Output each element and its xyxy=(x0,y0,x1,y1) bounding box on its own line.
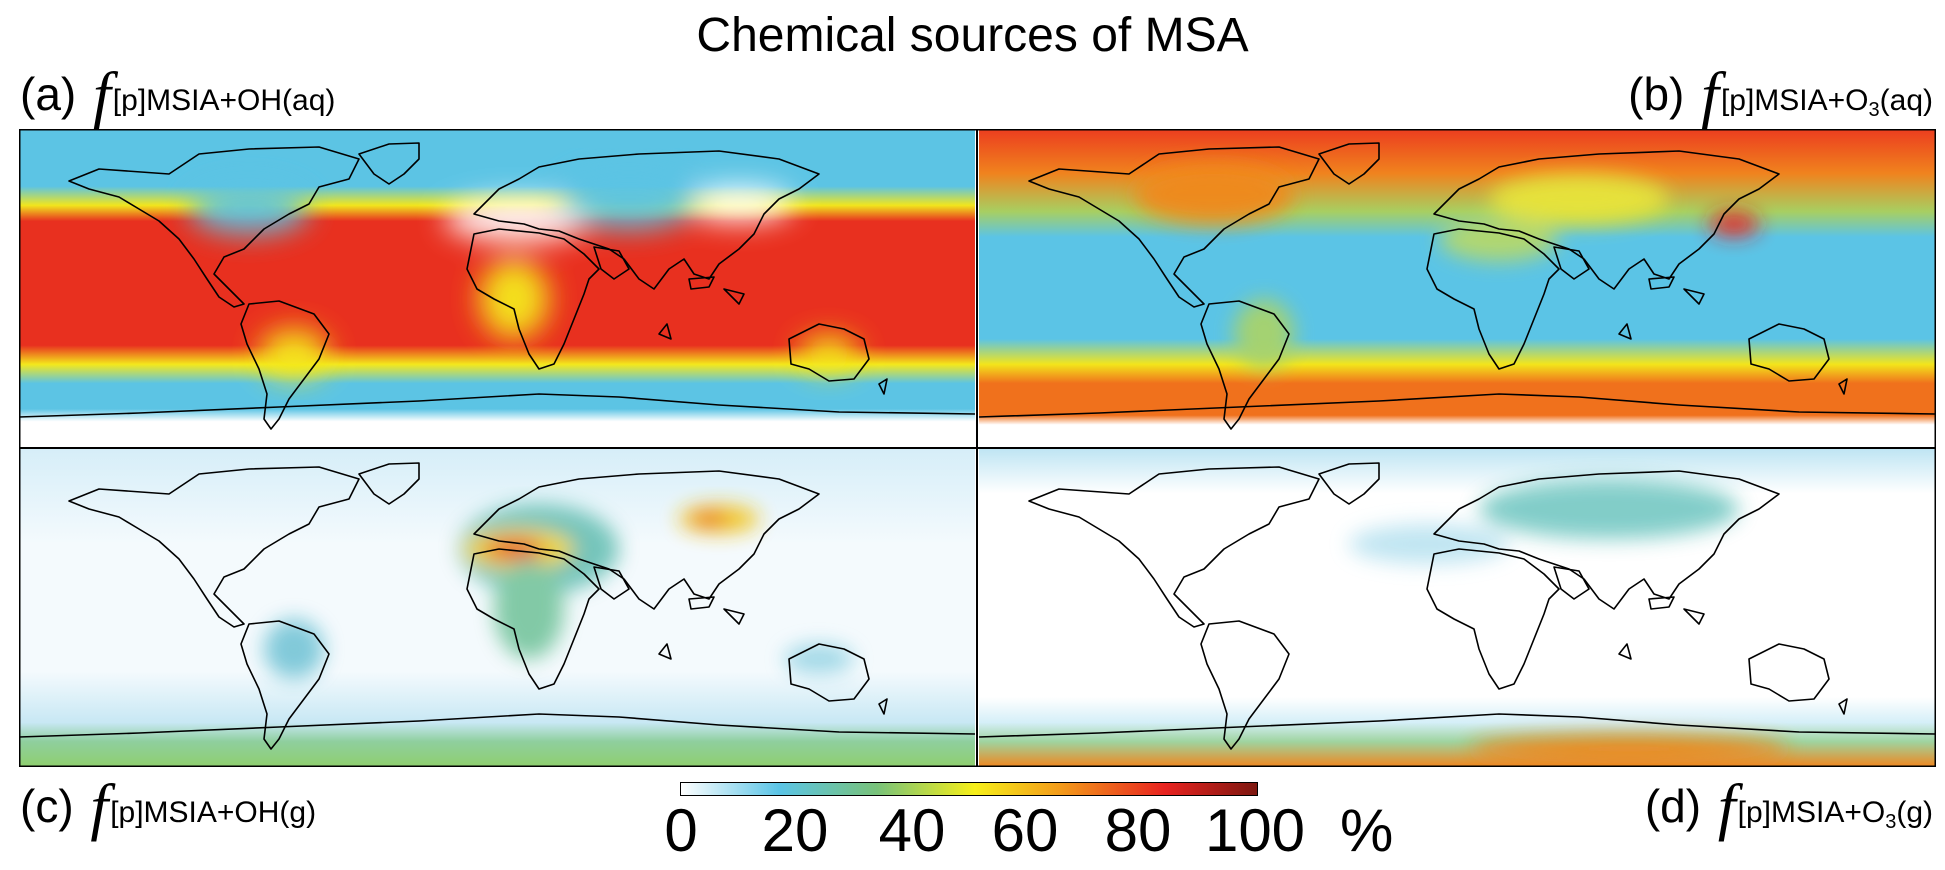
colorbar-tick-20: 20 xyxy=(761,797,829,864)
panel-b-sub-pre: [p]MSIA+O xyxy=(1720,84,1869,117)
panel-d-label: (d) f[p]MSIA+O3(g) xyxy=(1644,775,1933,850)
map-panel-d xyxy=(978,449,1936,767)
panel-d-sub-num: 3 xyxy=(1885,811,1897,833)
panel-d-sub-post: (g) xyxy=(1896,796,1933,829)
panel-c-label: (c) f[p]MSIA+OH(g) xyxy=(20,775,317,841)
map-panels-svg xyxy=(19,129,1936,767)
panel-a-label: (a) f[p]MSIA+OH(aq) xyxy=(20,63,336,129)
panel-b-sub-post: (aq) xyxy=(1879,84,1933,117)
panel-d-subscript: [p]MSIA+O3(g) xyxy=(1737,796,1933,833)
panel-c-letter: (c) xyxy=(20,780,74,832)
panel-c-subscript: [p]MSIA+OH(g) xyxy=(110,796,317,829)
panel-a-letter: (a) xyxy=(20,68,77,120)
panel-b-label: (b) f[p]MSIA+O3(aq) xyxy=(1628,63,1933,138)
panel-c-f-symbol: f xyxy=(90,771,109,842)
map-panel-c xyxy=(19,449,976,767)
panel-d-sub-pre: [p]MSIA+O xyxy=(1737,796,1886,829)
colorbar-unit: % xyxy=(1340,797,1394,864)
map-grid xyxy=(19,129,1936,767)
panel-d-letter: (d) xyxy=(1644,780,1702,832)
panel-d-f-symbol: f xyxy=(1717,771,1736,842)
colorbar-tick-100: 100 xyxy=(1204,797,1306,864)
map-panel-b xyxy=(978,129,1936,447)
figure-title: Chemical sources of MSA xyxy=(696,9,1249,62)
colorbar-tick-40: 40 xyxy=(878,797,946,864)
colorbar-tick-60: 60 xyxy=(991,797,1059,864)
panel-a-subscript: [p]MSIA+OH(aq) xyxy=(112,84,336,117)
colorbar-tick-80: 80 xyxy=(1104,797,1172,864)
colorbar-tick-0: 0 xyxy=(664,797,698,864)
map-panel-a xyxy=(19,129,976,447)
panel-b-sub-num: 3 xyxy=(1868,99,1880,121)
colorbar xyxy=(680,782,1258,796)
panel-b-letter: (b) xyxy=(1628,68,1685,120)
panel-a-f-symbol: f xyxy=(93,59,111,130)
panel-b-f-symbol: f xyxy=(1701,59,1719,130)
panel-b-subscript: [p]MSIA+O3(aq) xyxy=(1720,84,1933,121)
